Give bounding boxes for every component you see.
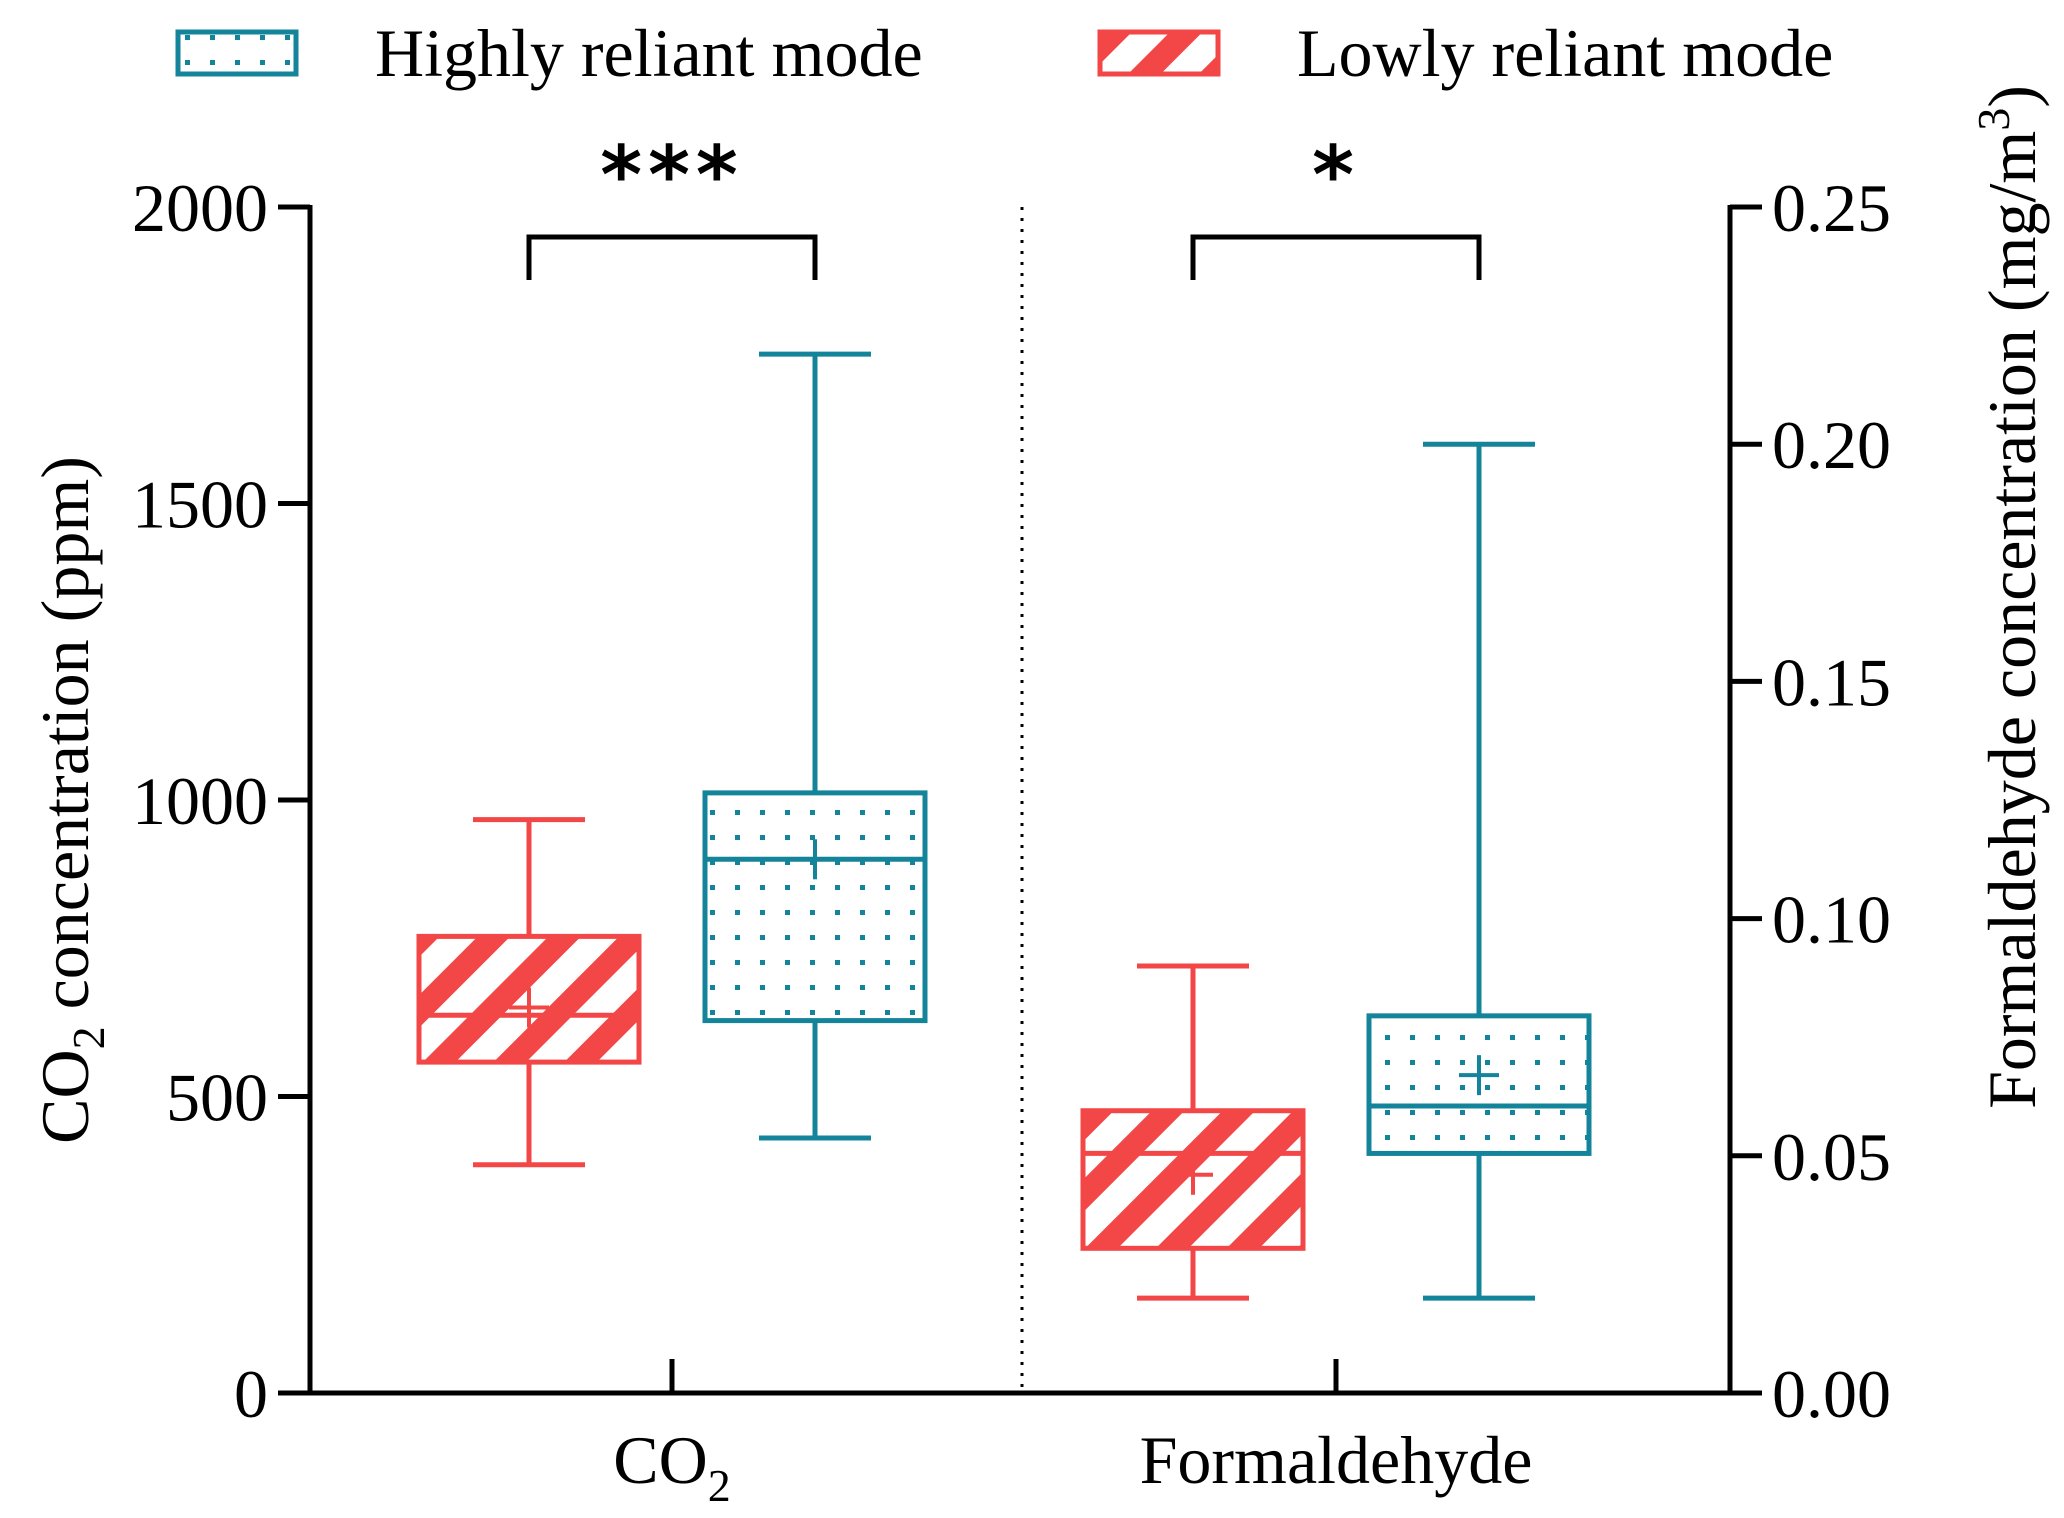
significance-label: *** bbox=[600, 129, 744, 222]
left-tick-label: 0 bbox=[234, 1356, 268, 1432]
legend-swatch-lowly-reliant bbox=[1097, 29, 1221, 77]
box-low-formaldehyde bbox=[1080, 963, 1306, 1301]
box-low-co2 bbox=[416, 817, 642, 1168]
right-tick-label: 0.20 bbox=[1772, 407, 1891, 483]
left-tick-label: 2000 bbox=[132, 170, 268, 246]
box-high-co2 bbox=[702, 351, 928, 1141]
right-tick-label: 0.25 bbox=[1772, 170, 1891, 246]
legend-label-lowly-reliant: Lowly reliant mode bbox=[1297, 15, 1833, 91]
box-iqr bbox=[702, 790, 928, 1024]
right-tick-label: 0.10 bbox=[1772, 882, 1891, 958]
x-tick-label: CO2 bbox=[613, 1422, 730, 1511]
legend: Highly reliant mode Lowly reliant mode bbox=[175, 15, 1833, 91]
right-tick-label: 0.15 bbox=[1772, 644, 1891, 720]
legend-swatch-highly-reliant bbox=[175, 29, 299, 77]
right-axis-title: Formaldehyde concentration (mg/m3) bbox=[1968, 85, 2050, 1109]
left-axis-title: CO2 concentration (ppm) bbox=[27, 456, 114, 1144]
box-high-formaldehyde bbox=[1366, 441, 1592, 1301]
left-tick-label: 1500 bbox=[132, 467, 268, 543]
left-tick-label: 500 bbox=[166, 1060, 268, 1136]
right-tick-label: 0.05 bbox=[1772, 1119, 1891, 1195]
box-iqr bbox=[1080, 1108, 1306, 1251]
plot-area: *** * bbox=[416, 129, 1592, 1301]
significance-label: * bbox=[1312, 129, 1360, 222]
significance-bracket bbox=[1190, 234, 1482, 280]
legend-label-highly-reliant: Highly reliant mode bbox=[375, 15, 923, 91]
right-tick-label: 0.00 bbox=[1772, 1356, 1891, 1432]
significance-bracket bbox=[526, 234, 818, 280]
left-tick-label: 1000 bbox=[132, 763, 268, 839]
axes: 0 500 1000 1500 2000 0.00 0.05 0.10 0.15 0.20 0.25… bbox=[27, 85, 2050, 1511]
x-tick-label: Formaldehyde bbox=[1140, 1422, 1533, 1498]
